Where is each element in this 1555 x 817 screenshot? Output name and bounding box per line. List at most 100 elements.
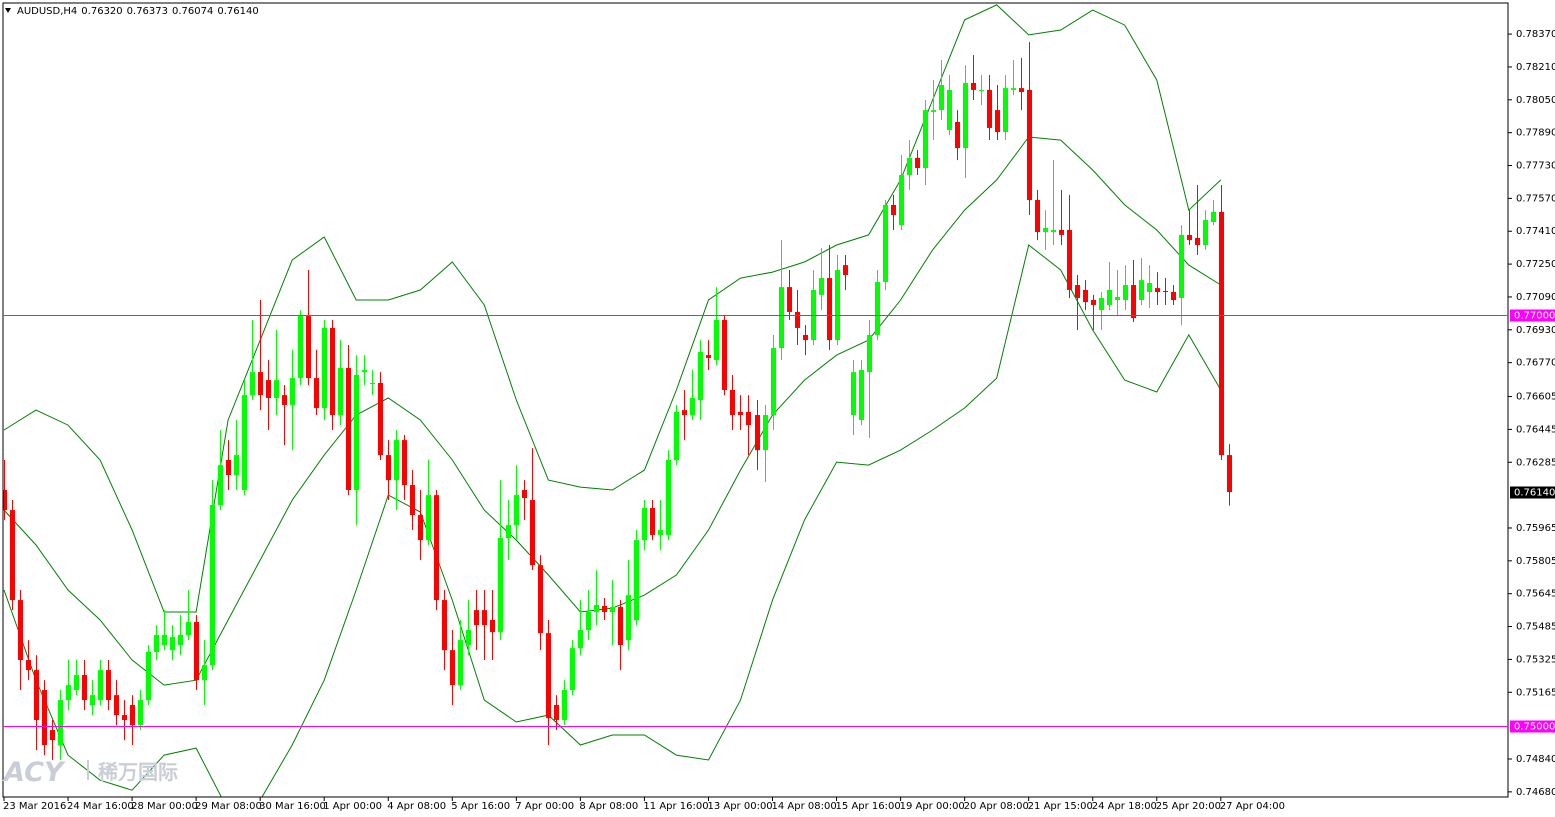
candle-body xyxy=(819,278,824,295)
x-tick-label: 7 Apr 00:00 xyxy=(515,801,574,812)
candle-body xyxy=(418,515,423,541)
candle-body xyxy=(634,540,639,620)
candle-body xyxy=(386,455,391,481)
candle-body xyxy=(666,460,671,535)
candle-body xyxy=(586,611,591,631)
candle-body xyxy=(859,370,864,420)
candle-body xyxy=(242,395,247,490)
candle-body xyxy=(947,89,952,130)
x-tick-label: 28 Mar 00:00 xyxy=(131,801,198,812)
candle-body xyxy=(154,634,159,653)
candle-body xyxy=(34,670,39,720)
candle-body xyxy=(66,685,71,701)
candle-body xyxy=(458,640,463,686)
last-price-bg xyxy=(1510,486,1555,499)
candle-body xyxy=(1123,285,1128,301)
candle-body xyxy=(706,355,711,358)
candle-body xyxy=(42,690,47,746)
candle-body xyxy=(266,380,271,398)
candle-body xyxy=(771,348,776,416)
candle-body xyxy=(322,327,327,409)
candle-body xyxy=(402,440,407,486)
x-tick-label: 13 Apr 00:00 xyxy=(707,801,772,812)
candle-body xyxy=(514,495,519,526)
candle-body xyxy=(827,278,832,341)
candle-body xyxy=(338,368,343,416)
candle-body xyxy=(987,89,992,128)
candle-body xyxy=(562,690,567,720)
candle-body xyxy=(594,604,599,612)
x-tick-label: 1 Apr 00:00 xyxy=(323,801,382,812)
candle-body xyxy=(602,606,607,612)
last-price-label: 0.76140 xyxy=(1514,488,1555,499)
candle-body xyxy=(410,485,415,516)
candle-body xyxy=(1163,290,1168,293)
plot-area xyxy=(3,4,1232,797)
candle-body xyxy=(1003,88,1008,133)
candle-body xyxy=(1195,238,1200,245)
candle-body xyxy=(26,660,31,671)
candle-body xyxy=(1075,285,1080,298)
candle-body xyxy=(482,610,487,626)
candle-body xyxy=(1179,234,1184,298)
candle-body xyxy=(442,600,447,651)
y-tick-label: 0.76770 xyxy=(1516,358,1555,369)
candle-body xyxy=(394,440,399,481)
y-tick-label: 0.78210 xyxy=(1516,62,1555,73)
candle-body xyxy=(1171,292,1176,301)
watermark-brand: ACY xyxy=(2,757,66,788)
candle-body xyxy=(186,622,191,635)
candle-body xyxy=(258,372,263,396)
y-tick-label: 0.75165 xyxy=(1516,687,1555,698)
candle-body xyxy=(730,389,735,416)
y-tick-label: 0.78050 xyxy=(1516,95,1555,106)
candle-body xyxy=(210,504,215,666)
x-tick-label: 19 Apr 00:00 xyxy=(900,801,965,812)
candle-body xyxy=(554,704,559,720)
ohlc-label: 0.76320 xyxy=(81,6,122,17)
candle-body xyxy=(907,157,912,175)
header-arrow xyxy=(5,8,11,13)
candle-body xyxy=(1187,234,1192,241)
candle-body xyxy=(506,525,511,539)
candle-body xyxy=(1155,288,1160,293)
level-label-bg xyxy=(1510,309,1555,322)
candle-body xyxy=(234,455,239,475)
candle-body xyxy=(434,495,439,601)
candle-body xyxy=(618,607,623,646)
candle-body xyxy=(674,411,679,461)
candle-body xyxy=(843,265,848,275)
candle-body xyxy=(114,695,119,716)
candle-body xyxy=(939,85,944,111)
candle-body xyxy=(330,327,335,416)
candle-body xyxy=(955,121,960,149)
candle-body xyxy=(1131,285,1136,319)
y-tick-label: 0.74680 xyxy=(1516,787,1555,798)
candle-body xyxy=(106,670,111,701)
candle-body xyxy=(58,700,63,746)
candle-body xyxy=(474,610,479,626)
y-tick-label: 0.76930 xyxy=(1516,325,1555,336)
candle-body xyxy=(250,372,255,396)
y-tick-label: 0.77410 xyxy=(1516,226,1555,237)
candle-body xyxy=(298,316,303,379)
candle-body xyxy=(1211,211,1216,222)
candle-body xyxy=(746,411,751,426)
candle-body xyxy=(98,670,103,701)
x-tick-label: 24 Apr 18:00 xyxy=(1092,801,1157,812)
candle-body xyxy=(10,510,15,601)
candle-body xyxy=(642,508,647,541)
candle-body xyxy=(202,665,207,681)
candle-body xyxy=(875,281,880,335)
candle-body xyxy=(1203,219,1208,245)
candle-body xyxy=(1139,280,1144,301)
candle-body xyxy=(979,89,984,91)
candle-body xyxy=(82,675,87,701)
candle-body xyxy=(346,368,351,490)
candle-body xyxy=(971,82,976,90)
candle-body xyxy=(626,595,631,641)
candle-body xyxy=(803,334,808,341)
candle-body xyxy=(362,370,367,373)
